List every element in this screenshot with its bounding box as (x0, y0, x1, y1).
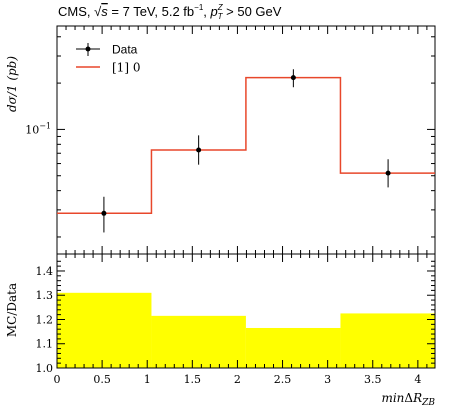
data-point-1 (196, 147, 202, 153)
data-point-0 (101, 210, 107, 216)
x-label-var: R (412, 391, 422, 405)
x-tick-label: 1.5 (184, 373, 202, 386)
data-point-2 (290, 75, 296, 81)
ratio-band-3 (340, 313, 435, 368)
title-p-sub: T (218, 12, 224, 21)
x-tick-label: 3 (324, 373, 331, 386)
title-energy: = 7 TeV, 5.2 fb (108, 4, 194, 19)
x-tick-label: 0 (54, 373, 61, 386)
ratio-band-2 (245, 327, 341, 368)
x-tick-label: 4 (414, 373, 421, 386)
legend: Data [1] 0 (76, 43, 140, 75)
legend-data-marker (85, 46, 91, 52)
legend-data-label: Data (112, 43, 138, 57)
ratio-y-axis-label: MC/Data (5, 283, 19, 337)
ratio-y-tick-label: 1.1 (36, 338, 54, 351)
data-point-3 (385, 170, 391, 176)
x-tick-label: 3.5 (364, 373, 382, 386)
main-y-axis-label: dσ/1 (pb) (5, 56, 19, 112)
ratio-plot-area: 1.0 1.1 1.2 1.3 1.4 0 0.5 1 1.5 2 2.5 3 3.5 4 (36, 253, 436, 386)
x-axis-label: minΔRZB (381, 391, 435, 407)
title-p: p (210, 4, 218, 19)
ratio-y-tick-label: 1.3 (36, 289, 54, 302)
title-lumi-exp: −1 (194, 3, 204, 12)
chart-title: CMS, √s = 7 TeV, 5.2 fb−1, pZ T > 50 GeV (58, 3, 282, 21)
title-cut: > 50 GeV (223, 4, 282, 19)
ratio-band-1 (151, 315, 246, 368)
x-tick-label: 2.5 (274, 373, 292, 386)
main-y-tick-base: 10 (25, 123, 39, 136)
main-plot-area: 10−1 (25, 25, 436, 255)
x-label-delta: Δ (404, 391, 413, 405)
title-p-sup: Z (217, 3, 224, 12)
x-tick-label: 0.5 (93, 373, 111, 386)
x-label-sub: ZB (421, 398, 435, 407)
legend-mc-label: [1] 0 (112, 61, 140, 75)
title-sqrt-s: s (101, 4, 108, 19)
ratio-band-0 (57, 292, 152, 368)
x-tick-label: 1 (144, 373, 151, 386)
main-y-tick-exp: −1 (39, 121, 51, 130)
x-tick-label: 2 (234, 373, 241, 386)
x-label-pre: min (381, 391, 404, 405)
ratio-y-tick-label: 1.0 (36, 362, 54, 375)
main-y-tick-label: 10−1 (25, 121, 51, 136)
title-lead: CMS, (58, 4, 94, 19)
ratio-y-tick-label: 1.2 (36, 313, 54, 326)
title-sqrt-sign: √ (94, 4, 102, 19)
mc-step-line (57, 76, 435, 215)
ratio-y-tick-label: 1.4 (36, 265, 54, 278)
title-sep: , (203, 4, 210, 19)
